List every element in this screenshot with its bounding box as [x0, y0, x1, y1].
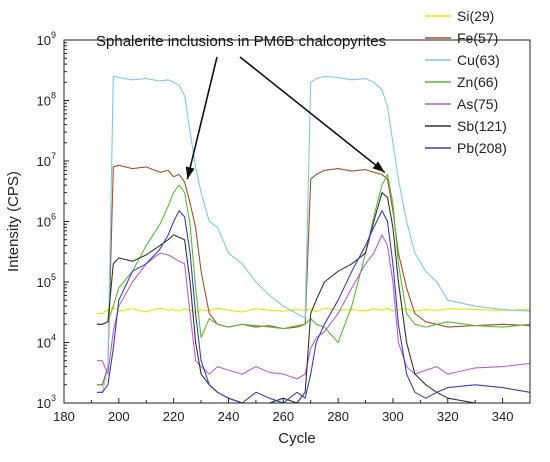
y-tick-label: 104	[37, 333, 56, 351]
legend-label: Zn(66)	[457, 74, 498, 90]
series-line-cu-63	[96, 75, 530, 393]
x-tick-label: 240	[218, 409, 240, 424]
series-line-sb-121	[96, 192, 530, 403]
annotation-text: Sphalerite inclusions in PM6B chalcopyri…	[96, 33, 386, 50]
legend-label: Fe(57)	[457, 30, 498, 46]
plot-area: 180 200 220 240 260 280 300 320 340 103 104 105 106…	[37, 30, 531, 424]
annotation-arrow	[186, 56, 218, 180]
series-line-fe-57	[96, 164, 530, 386]
y-axis-label: Intensity (CPS)	[5, 171, 22, 272]
x-tick-label: 260	[272, 409, 294, 424]
x-tick-label: 220	[163, 409, 185, 424]
y-tick-label: 107	[37, 151, 56, 169]
annotation: Sphalerite inclusions in PM6B chalcopyri…	[96, 33, 386, 180]
legend-label: As(75)	[457, 96, 498, 112]
legend-label: Sb(121)	[457, 118, 507, 134]
series-line-pb-208	[96, 210, 530, 403]
x-tick-label: 300	[382, 409, 404, 424]
legend-label: Cu(63)	[457, 52, 500, 68]
y-tick-label: 108	[37, 91, 56, 109]
plot-frame	[63, 39, 531, 404]
x-tick-label: 280	[327, 409, 349, 424]
legend: Si(29) Fe(57) Cu(63) Zn(66) As(75) Sb(121) Pb(…	[425, 8, 507, 156]
annotation-arrowhead	[185, 166, 195, 180]
legend-label: Si(29)	[457, 8, 494, 24]
y-tick-label: 105	[37, 272, 56, 290]
y-tick-label: 106	[37, 212, 56, 230]
x-axis-label: Cycle	[278, 430, 316, 447]
x-tick-label: 200	[108, 409, 130, 424]
legend-label: Pb(208)	[457, 140, 507, 156]
series-line-si-29	[96, 306, 530, 315]
x-tick-label: 320	[437, 409, 459, 424]
y-tick-label: 103	[37, 393, 56, 411]
annotation-arrowhead	[372, 161, 385, 173]
series-line-zn-66	[96, 173, 530, 344]
y-ticks: 103 104 105 106 107 108 109	[37, 30, 69, 411]
y-tick-label: 109	[37, 30, 56, 48]
x-tick-label: 180	[53, 409, 75, 424]
x-ticks: 180 200 220 240 260 280 300 320 340	[53, 398, 531, 424]
x-tick-label: 340	[492, 409, 514, 424]
annotation-arrow	[239, 56, 386, 173]
series-line-as-75	[96, 234, 530, 380]
